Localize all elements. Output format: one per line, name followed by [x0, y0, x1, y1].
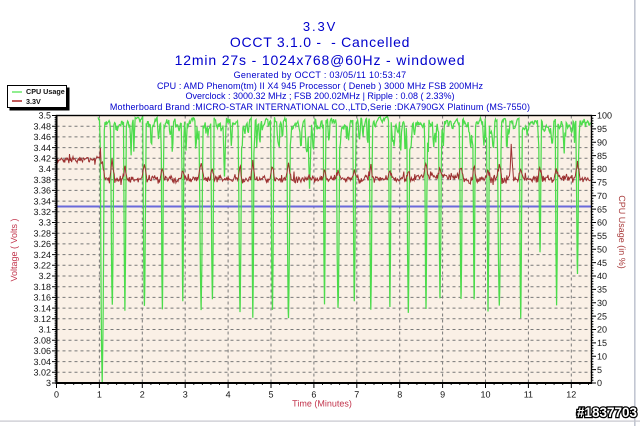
svg-text:Voltage ( Volts ): Voltage ( Volts ) — [9, 218, 19, 281]
svg-text:CPU Usage (in %): CPU Usage (in %) — [617, 195, 627, 269]
svg-text:3.2: 3.2 — [38, 271, 51, 281]
svg-text:9: 9 — [440, 390, 445, 400]
svg-text:50: 50 — [597, 244, 607, 254]
svg-text:3: 3 — [46, 378, 51, 388]
svg-text:3.1: 3.1 — [38, 325, 51, 335]
svg-text:1: 1 — [97, 390, 102, 400]
svg-text:3.34: 3.34 — [33, 196, 51, 206]
svg-text:3.4: 3.4 — [38, 164, 51, 174]
svg-text:3.36: 3.36 — [33, 186, 51, 196]
svg-text:3.24: 3.24 — [33, 250, 51, 260]
svg-text:95: 95 — [597, 124, 607, 134]
svg-text:10: 10 — [480, 390, 490, 400]
svg-text:15: 15 — [597, 338, 607, 348]
svg-text:3.44: 3.44 — [33, 143, 51, 153]
svg-text:Time (Minutes): Time (Minutes) — [292, 399, 352, 409]
svg-text:0: 0 — [54, 390, 59, 400]
svg-text:3.06: 3.06 — [33, 346, 51, 356]
svg-text:35: 35 — [597, 285, 607, 295]
svg-text:20: 20 — [597, 325, 607, 335]
svg-text:10: 10 — [597, 351, 607, 361]
svg-text:80: 80 — [597, 164, 607, 174]
svg-text:45: 45 — [597, 258, 607, 268]
svg-text:3.46: 3.46 — [33, 132, 51, 142]
svg-text:3.02: 3.02 — [33, 368, 51, 378]
svg-text:3.48: 3.48 — [33, 121, 51, 131]
svg-text:5: 5 — [597, 365, 602, 375]
svg-text:55: 55 — [597, 231, 607, 241]
svg-text:40: 40 — [597, 271, 607, 281]
svg-text:12: 12 — [566, 390, 576, 400]
svg-text:70: 70 — [597, 191, 607, 201]
svg-text:65: 65 — [597, 204, 607, 214]
svg-text:90: 90 — [597, 138, 607, 148]
svg-text:11: 11 — [524, 390, 533, 400]
svg-text:3.14: 3.14 — [33, 303, 51, 313]
svg-text:30: 30 — [597, 298, 607, 308]
svg-text:3.22: 3.22 — [33, 261, 51, 271]
svg-text:3.18: 3.18 — [33, 282, 51, 292]
svg-text:6: 6 — [311, 390, 316, 400]
svg-text:3.42: 3.42 — [33, 154, 51, 164]
svg-text:3.16: 3.16 — [33, 293, 51, 303]
svg-text:3.04: 3.04 — [33, 357, 51, 367]
svg-text:7: 7 — [354, 390, 359, 400]
svg-text:3.28: 3.28 — [33, 228, 51, 238]
svg-text:3.38: 3.38 — [33, 175, 51, 185]
svg-text:5: 5 — [268, 390, 273, 400]
svg-text:3.32: 3.32 — [33, 207, 51, 217]
svg-text:100: 100 — [597, 111, 612, 121]
svg-text:2: 2 — [140, 390, 145, 400]
svg-text:75: 75 — [597, 178, 607, 188]
svg-text:8: 8 — [397, 390, 402, 400]
svg-text:3: 3 — [183, 390, 188, 400]
svg-text:3.12: 3.12 — [33, 314, 51, 324]
svg-text:3.5: 3.5 — [38, 111, 51, 121]
svg-text:85: 85 — [597, 151, 607, 161]
svg-text:25: 25 — [597, 311, 607, 321]
svg-text:0: 0 — [597, 378, 602, 388]
svg-text:3.3: 3.3 — [38, 218, 51, 228]
svg-text:3.08: 3.08 — [33, 335, 51, 345]
svg-text:3.26: 3.26 — [33, 239, 51, 249]
svg-text:4: 4 — [226, 390, 231, 400]
svg-text:60: 60 — [597, 218, 607, 228]
